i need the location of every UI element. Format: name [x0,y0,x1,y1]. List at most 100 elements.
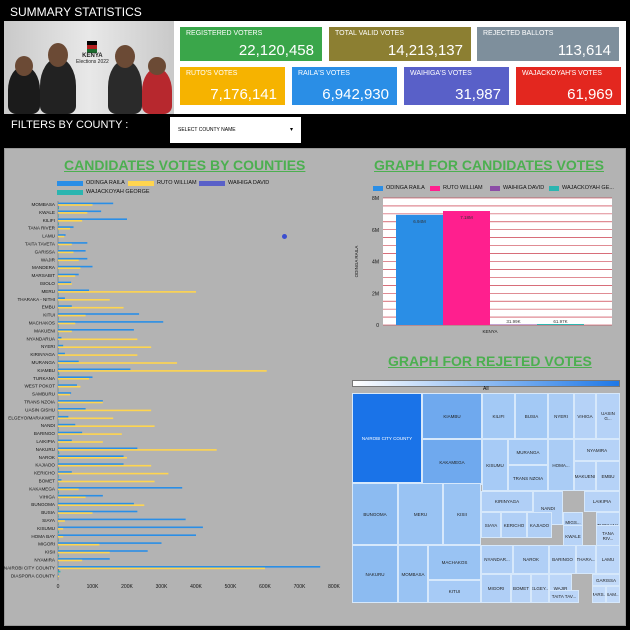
category-label: GARISSA [35,249,56,254]
treemap-cell[interactable]: LAMU [596,545,620,574]
bar-ruto-william [58,346,152,348]
legend-swatch [57,180,83,186]
bar-ruto-william [58,385,81,388]
treemap-cell[interactable]: KERICHO [501,512,527,538]
treemap-cell[interactable]: BUSIA [515,393,548,439]
data-label: 7.18M [460,215,473,220]
y-tick-label: 4M [372,260,379,266]
treemap-cell[interactable]: NYERI [548,393,574,439]
bar-ruto-william [58,551,110,554]
treemap-cell[interactable]: EMBU [596,461,620,491]
bar-wajackoyah-george [58,207,60,209]
bar-ruto-william [58,370,267,372]
bar-ruto-william [58,291,196,293]
treemap-cell[interactable]: MOMBASA [398,545,428,603]
kpi-card: WAIHIGA'S VOTES 31,987 [404,67,509,105]
bar-ruto-william [58,520,65,522]
category-label: LAIKIPIA [36,439,56,444]
treemap-cell[interactable]: MACHAKOS [428,545,481,580]
bar-wajackoyah-george [58,460,59,462]
candidate-votes-bar-chart: 0 2M 4M 6M 8M 6.94M 7.18M 31.99K 61.97K ODINGA RA… [354,196,612,334]
legend-item: WAIHIGA DAVID [199,180,269,186]
bar-wajackoyah-george [58,515,59,518]
y-tick-label: 6M [372,228,379,234]
treemap-cell[interactable]: KWALE [563,525,583,548]
county-select[interactable]: SELECT COUNTY NAME ▾ [170,117,301,143]
treemap-cell[interactable]: SIAYA [481,512,501,538]
treemap-cell[interactable]: KAJIADO [527,512,552,538]
treemap-cell[interactable]: NYANDAR... [481,545,513,574]
bar-odinga-raila [58,297,65,299]
kpi-label: RAILA'S VOTES [298,70,350,77]
bar-odinga-raila [58,415,69,418]
bar-ruto-william [58,575,60,578]
bar-odinga-raila [58,526,203,529]
bar-odinga-raila [58,502,134,505]
filter-label: FILTERS BY COUNTY : [11,119,129,131]
bar-wajackoyah-george [58,570,61,573]
bar-wajackoyah-george [58,523,59,525]
treemap-cell[interactable]: THARA... [576,545,596,574]
treemap-cell[interactable]: TAITA TAV... [549,590,579,603]
bar-wajackoyah-george [58,318,59,320]
category-label: KIAMBU [37,368,55,373]
treemap-cell[interactable]: HOMA... [548,439,574,491]
kpi-label: WAIHIGA'S VOTES [410,70,472,77]
x-tick-label: 400K [190,584,202,590]
treemap-cell[interactable]: KISII [443,483,481,545]
bar-odinga-raila [58,494,103,497]
category-label: MOMBASA [32,202,56,207]
treemap-cell[interactable]: SAM... [606,586,620,603]
treemap-cell[interactable]: NAROK [513,545,549,574]
filter-bar [4,114,626,146]
category-label: TRANS NZOIA [24,400,56,405]
treemap-cell[interactable]: KIRINYAGA [481,491,533,512]
treemap-cell[interactable]: BOMET [511,574,531,603]
x-tick-label: 0 [57,584,60,590]
bar-wajackoyah-george [58,531,60,533]
treemap-cell[interactable]: VIHIGA [574,393,596,439]
treemap-cell[interactable]: NAKURU [352,545,398,603]
x-tick-label: 700K [294,584,306,590]
bar-ruto-william [58,378,90,380]
treemap-cell[interactable]: TANA RIV... [596,525,620,547]
treemap-cell[interactable]: GARISSA [592,574,620,586]
treemap-cell[interactable]: MERU [398,483,443,545]
treemap-cell[interactable]: ELGEY... [531,574,549,603]
treemap-cell[interactable]: BARINGO [549,545,576,574]
bar-ruto-william [58,417,114,420]
kpi-value: 22,120,458 [238,42,314,59]
treemap-cell[interactable]: MARS... [592,586,606,603]
bar-wajackoyah-george [58,223,60,225]
treemap-cell[interactable]: MURANGA [508,439,548,465]
bar-odinga-raila [58,336,62,339]
treemap-cell[interactable]: KISUMU [482,439,508,491]
bar-ruto-william [58,267,81,269]
treemap-cell[interactable]: KIAMBU [422,393,482,439]
page-title: SUMMARY STATISTICS [4,3,626,21]
treemap-cell[interactable]: MAKUENI [574,461,596,491]
treemap-cell[interactable]: UASIN G... [596,393,620,439]
legend-label: WAIHIGA DAVID [503,185,545,191]
treemap-cell[interactable]: KILIFI [482,393,515,439]
x-tick-label: 800K [328,584,340,590]
data-label: 31.99K [506,319,520,324]
treemap-cell[interactable]: BUNGOMA [352,483,398,545]
treemap-cell[interactable]: TRANS NZOIA [508,465,548,491]
category-label: KISII [45,550,55,555]
candidate-photo [108,60,142,114]
treemap-cell[interactable]: NAIROBI CITY COUNTY [352,393,422,483]
treemap-cell[interactable]: KAKAMEGA [422,439,482,485]
legend-swatch [549,185,559,191]
treemap-cell[interactable]: MIGORI [481,574,511,603]
bar-odinga-raila [58,368,131,371]
treemap-title: GRAPH FOR REJETED VOTES [388,353,592,369]
treemap-cell[interactable]: LAIKIPIA [584,491,620,512]
treemap-cell[interactable]: KITUI [428,580,481,603]
bar-ruto-william [58,536,64,538]
kpi-value: 61,969 [567,86,613,103]
treemap-cell[interactable]: NYAMIRA [574,439,620,461]
legend-swatch [199,180,225,186]
category-label: KITUI [43,313,55,318]
bar-ruto-william [58,488,79,491]
